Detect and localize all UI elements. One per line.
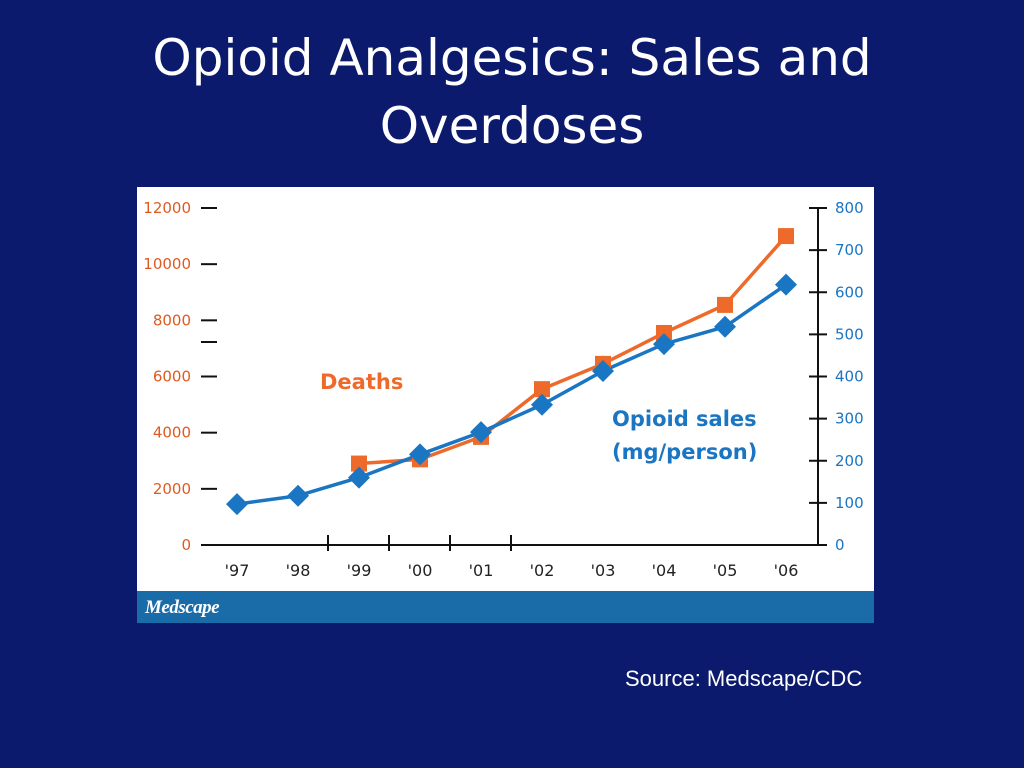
- y-axis-right-tick-label: 400: [835, 368, 864, 386]
- x-axis-tick-label: '98: [286, 561, 311, 580]
- x-axis-tick-label: '01: [469, 561, 494, 580]
- x-axis-tick-label: '99: [347, 561, 372, 580]
- y-axis-right-tick-label: 300: [835, 410, 864, 428]
- deaths-marker: [778, 228, 794, 245]
- y-axis-right-tick-label: 500: [835, 325, 864, 343]
- y-axis-left-tick-label: 0: [181, 536, 191, 554]
- x-axis-tick-label: '03: [591, 561, 616, 580]
- deaths-line: [358, 234, 788, 466]
- deaths-marker: [717, 296, 733, 313]
- x-axis-tick-label: '05: [713, 561, 738, 580]
- deaths-marker: [351, 455, 367, 472]
- y-axis-right-tick-label: 100: [835, 494, 864, 512]
- opioid-sales-marker: [714, 315, 736, 338]
- y-axis-right-tick-label: 200: [835, 452, 864, 470]
- y-axis-left-tick-label: 6000: [153, 368, 191, 386]
- opioid-sales-marker: [531, 393, 553, 416]
- y-axis-right-tick-label: 0: [835, 536, 845, 554]
- medscape-logo: Medscape: [145, 597, 220, 618]
- opioid-sales-series-label-line-1: Opioid sales: [612, 407, 757, 431]
- x-axis-tick-label: '97: [225, 561, 250, 580]
- x-axis-tick-label: '00: [408, 561, 433, 580]
- slide-title: Opioid Analgesics: Sales and Overdoses: [0, 24, 1024, 160]
- opioid-sales-marker: [287, 484, 309, 507]
- y-axis-left-tick-label: 12000: [143, 199, 191, 217]
- y-axis-right-tick-label: 700: [835, 241, 864, 259]
- x-axis-tick-label: '06: [774, 561, 799, 580]
- opioid-sales-marker: [653, 333, 675, 356]
- opioid-sales-series-label-line-2: (mg/person): [612, 440, 757, 464]
- source-note: Source: Medscape/CDC: [625, 666, 863, 691]
- chart-svg: 0 2000 4000 6000 8000 10000 12000 0 100 200 300 400…: [143, 199, 864, 580]
- deaths-marker: [656, 324, 672, 341]
- chart-panel: 0 2000 4000 6000 8000 10000 12000 0 100 200 300 400…: [137, 187, 874, 623]
- opioid-sales-marker: [348, 466, 370, 489]
- y-axis-left-tick-label: 10000: [143, 255, 191, 273]
- y-axis-left-tick-label: 8000: [153, 311, 191, 329]
- x-axis-tick-label: '02: [530, 561, 555, 580]
- opioid-sales-marker: [592, 360, 614, 383]
- opioid-sales-marker: [226, 493, 248, 516]
- opioid-sales-marker: [775, 273, 797, 296]
- y-axis-left-tick-label: 2000: [153, 480, 191, 498]
- y-axis-right-tick-label: 800: [835, 199, 864, 217]
- slide-title-line-1: Opioid Analgesics: Sales and: [152, 29, 872, 87]
- brand-bar: Medscape: [137, 591, 874, 623]
- deaths-series-label: Deaths: [320, 370, 403, 394]
- opioid-sales-line: [236, 283, 787, 506]
- opioid-sales-marker: [409, 443, 431, 466]
- x-axis-tick-label: '04: [652, 561, 677, 580]
- y-axis-left-tick-label: 4000: [153, 424, 191, 442]
- y-axis-right-tick-label: 600: [835, 283, 864, 301]
- opioid-sales-marker: [470, 421, 492, 444]
- slide-title-line-2: Overdoses: [379, 97, 645, 155]
- deaths-marker: [534, 381, 550, 398]
